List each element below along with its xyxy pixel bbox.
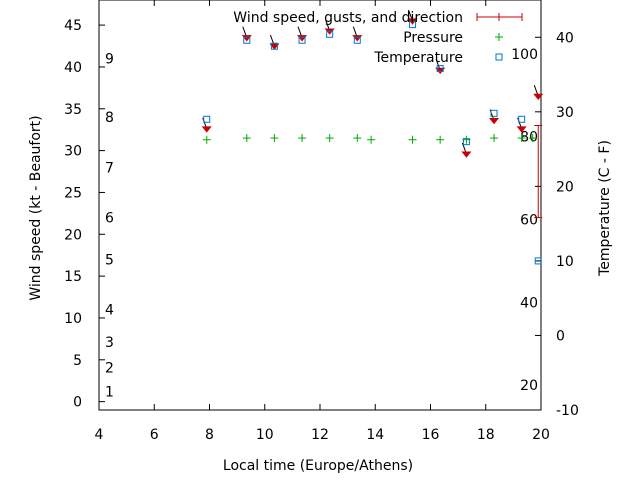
y2-tick-label: 20	[556, 179, 574, 195]
temperature-point	[436, 65, 444, 73]
fahrenheit-label: 100	[511, 47, 538, 63]
x-tick-label: 14	[366, 427, 384, 443]
x-tick-label: 4	[95, 427, 104, 443]
pressure-point	[298, 134, 307, 143]
temperature-point	[409, 21, 417, 29]
y-axis-ticks: 0 5 10 15 20 25 30 35 40 45	[64, 18, 105, 411]
wind-point	[269, 43, 280, 50]
series-layer	[201, 9, 544, 265]
y-tick-label: 10	[64, 311, 82, 327]
x-tick-label: 18	[477, 427, 495, 443]
wind-point	[533, 93, 544, 101]
plot-frame	[98, 0, 542, 411]
temperature-point	[270, 42, 278, 50]
legend-temperature-label: Temperature	[373, 50, 463, 66]
legend-wind-label: Wind speed, gusts, and direction	[233, 10, 463, 26]
x-tick-label: 8	[205, 427, 214, 443]
x-axis-ticks: 4 6 8 10 12 14 16 18 20	[95, 0, 550, 443]
pressure-point	[367, 135, 376, 144]
fahrenheit-label: 40	[520, 295, 538, 311]
y-tick-label: 20	[64, 227, 82, 243]
y-tick-label: 0	[73, 395, 82, 411]
y-tick-label: 45	[64, 18, 82, 34]
x-axis-label: Local time (Europe/Athens)	[223, 458, 413, 474]
y2-tick-label: 40	[556, 30, 574, 46]
y2-axis-label: Temperature (C - F)	[597, 140, 613, 277]
pressure-point	[325, 134, 334, 143]
beaufort-label: 6	[105, 211, 114, 227]
beaufort-label: 4	[105, 303, 114, 319]
x-tick-label: 20	[532, 427, 550, 443]
wind-point	[461, 151, 472, 158]
legend-pressure-marker	[495, 33, 503, 41]
pressure-point	[528, 134, 537, 143]
legend-temperature-marker	[495, 53, 503, 61]
fahrenheit-label: 60	[520, 212, 538, 228]
beaufort-label: 7	[105, 160, 114, 176]
beaufort-label: 1	[105, 385, 114, 401]
y-tick-label: 25	[64, 185, 82, 201]
y2-tick-label: 0	[556, 328, 565, 344]
pressure-point	[517, 134, 526, 143]
y-tick-label: 40	[64, 60, 82, 76]
x-tick-label: 16	[422, 427, 440, 443]
beaufort-labels: 1 2 3 4 5 6 7 8 9	[105, 52, 114, 401]
y-tick-label: 30	[64, 144, 82, 160]
pressure-point	[408, 135, 417, 144]
y2-tick-label: 10	[556, 254, 574, 270]
fahrenheit-label: 20	[520, 378, 538, 394]
temperature-point	[203, 115, 211, 123]
x-tick-label: 10	[256, 427, 274, 443]
y2-tick-label: -10	[556, 403, 579, 419]
temperature-point	[490, 109, 498, 117]
wind-point	[488, 117, 500, 125]
pressure-point	[202, 135, 211, 144]
beaufort-label: 3	[105, 335, 114, 351]
beaufort-label: 8	[105, 110, 114, 126]
x-tick-label: 12	[311, 427, 329, 443]
y-axis-label: Wind speed (kt - Beaufort)	[28, 115, 44, 300]
temperature-point	[326, 30, 334, 38]
pressure-point	[242, 134, 251, 143]
y2-axis-ticks: -10 0 10 20 30 40	[535, 30, 579, 419]
y-tick-label: 5	[73, 353, 82, 369]
pressure-point	[270, 134, 279, 143]
wind-point	[435, 67, 446, 75]
pressure-point	[436, 135, 445, 144]
beaufort-label: 5	[105, 252, 114, 268]
beaufort-label: 9	[105, 52, 114, 68]
y-tick-label: 15	[64, 269, 82, 285]
temperature-point	[534, 257, 542, 265]
wind-point	[201, 126, 212, 133]
temperature-point	[243, 36, 251, 44]
y2-tick-label: 30	[556, 105, 574, 121]
pressure-point	[353, 134, 362, 143]
beaufort-label: 2	[105, 360, 114, 376]
pressure-point	[490, 134, 499, 143]
temperature-point	[353, 36, 361, 44]
temperature-point	[518, 115, 526, 123]
wind-point	[516, 126, 527, 133]
x-tick-label: 6	[150, 427, 159, 443]
temperature-point	[298, 36, 306, 44]
legend-pressure-label: Pressure	[403, 30, 463, 46]
y-tick-label: 35	[64, 102, 82, 118]
legend: Wind speed, gusts, and direction Pressur…	[233, 10, 523, 66]
temperature-point	[462, 138, 470, 146]
